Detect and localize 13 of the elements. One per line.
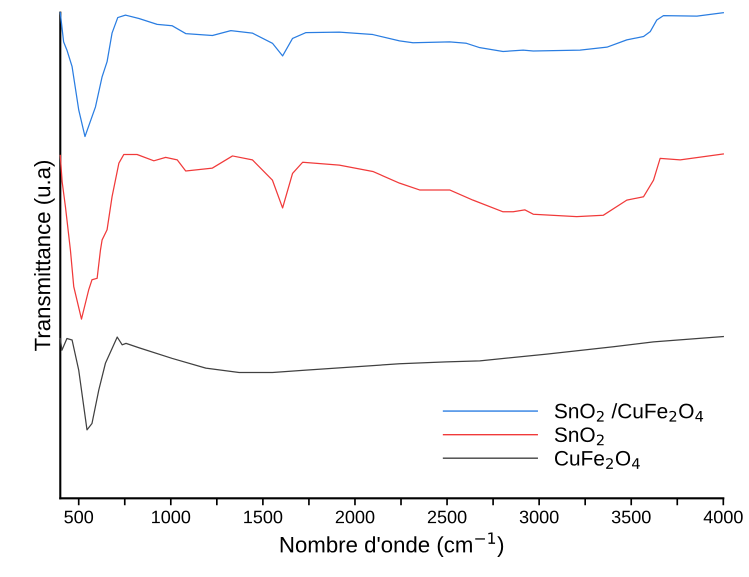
x-tick-label: 3000: [520, 510, 559, 524]
x-tick-label: 4000: [704, 510, 743, 524]
x-tick-label: 2500: [428, 510, 466, 524]
x-axis-title: Nombre d'onde (cm$^{−1}$): [280, 532, 504, 557]
x-tick-label: 1500: [244, 510, 282, 524]
legend-label: SnO$_{2}$ /CuFe$_{2}$O$_{4}$: [554, 403, 704, 422]
y-axis-title: Transmittance (u.a): [34, 160, 55, 351]
x-tick-label: 2000: [336, 510, 374, 524]
x-tick-label: 3500: [612, 510, 651, 524]
legend-label: SnO$_{2}$: [554, 427, 604, 446]
x-tick-label: 500: [64, 510, 94, 524]
x-tick-label: 1000: [152, 510, 190, 524]
legend-label: CuFe$_{2}$O$_{4}$: [554, 450, 640, 469]
